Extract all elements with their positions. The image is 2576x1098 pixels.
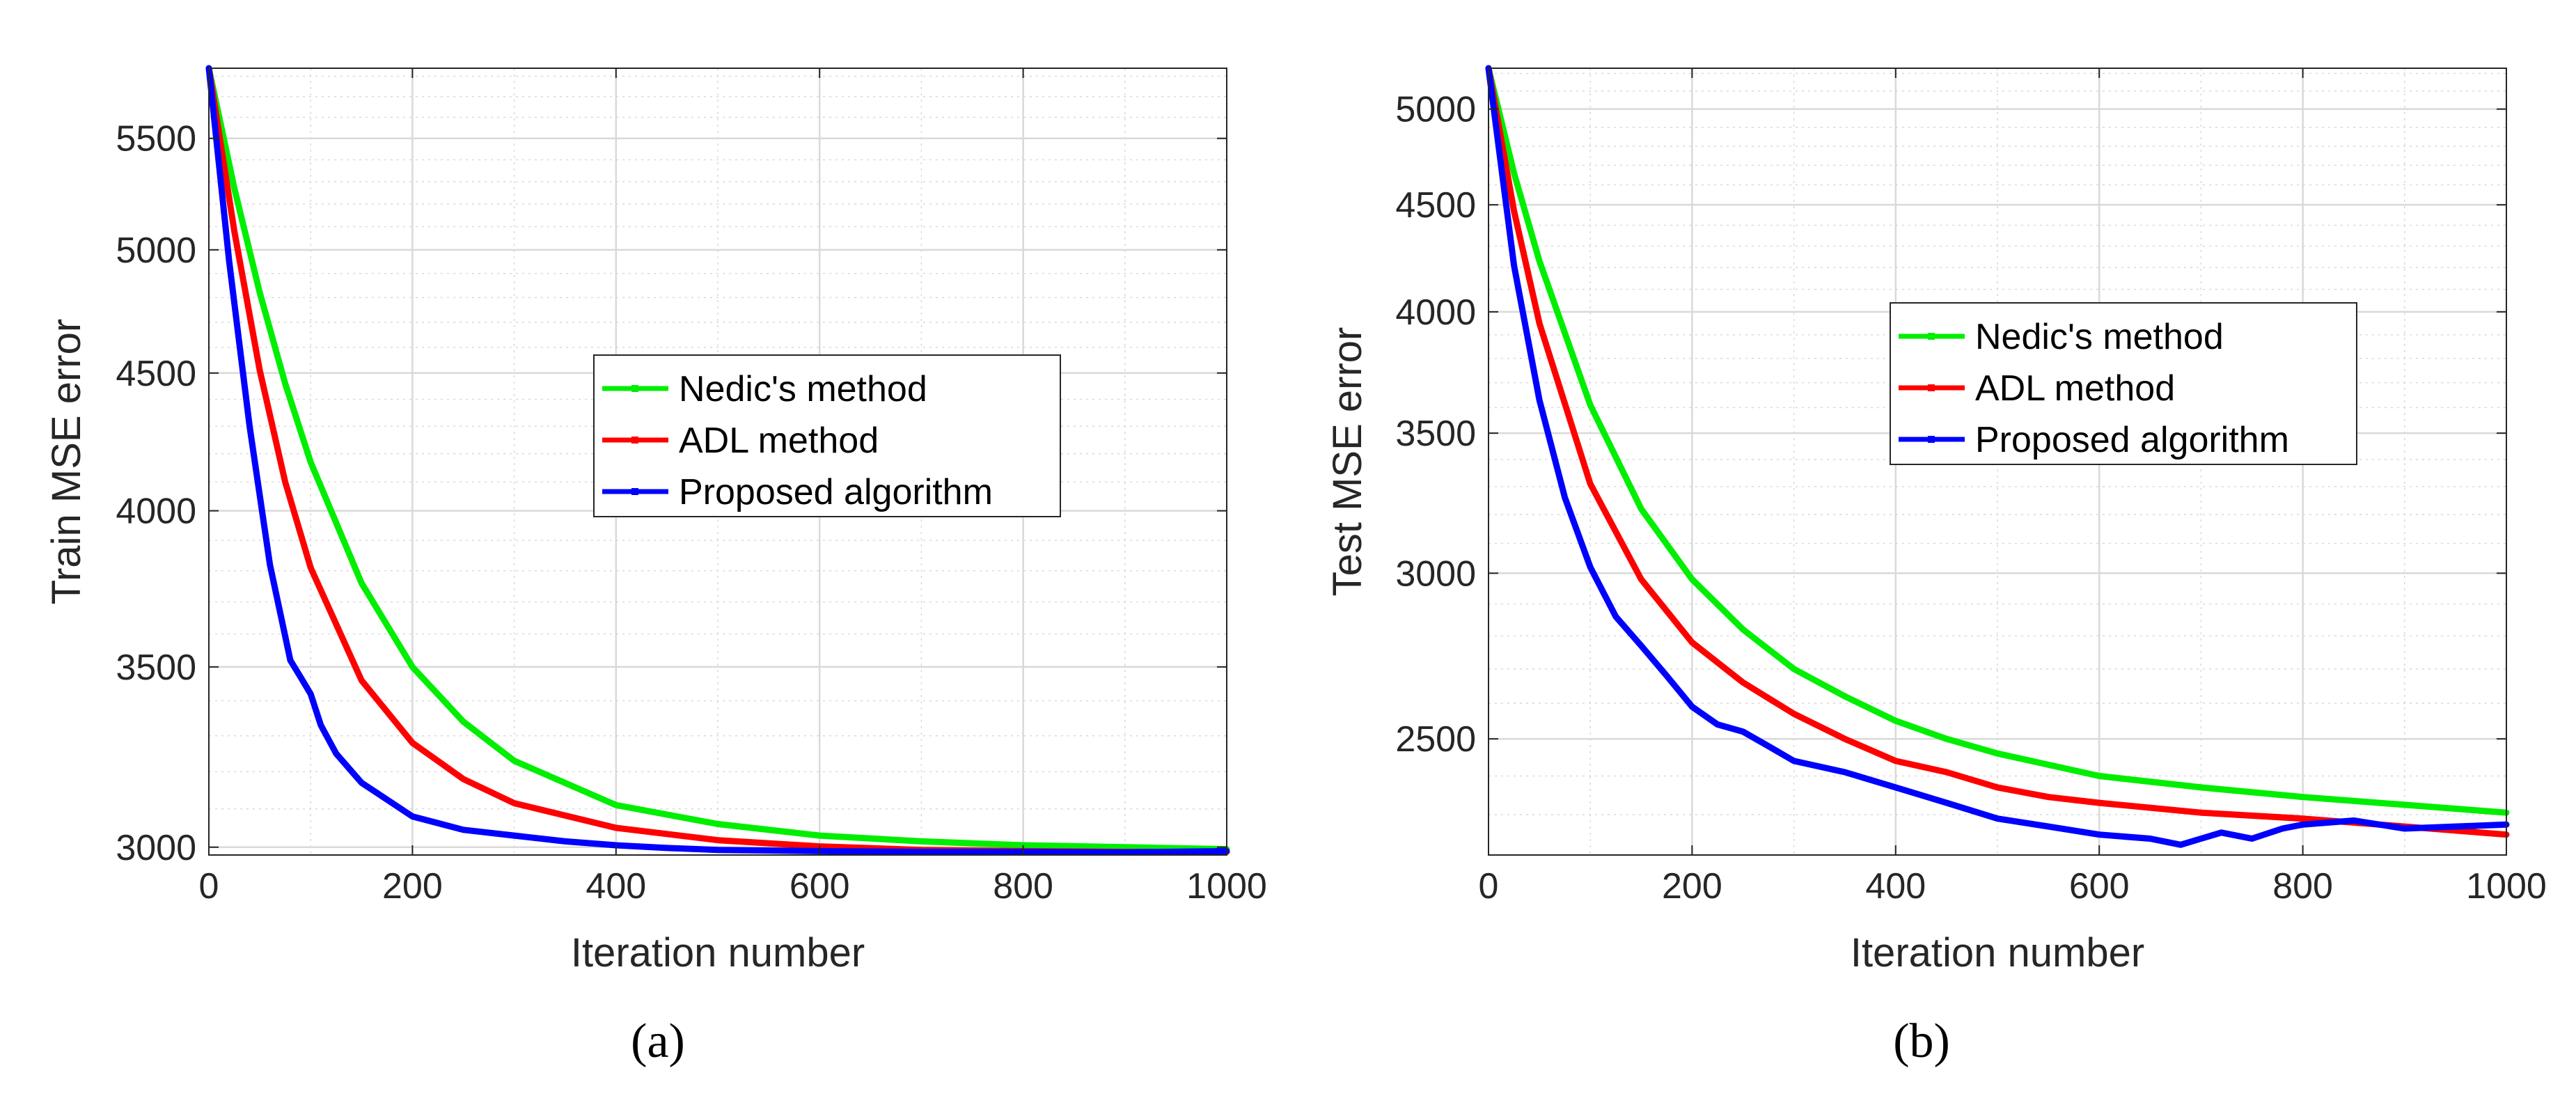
series-a [205,65,1230,856]
axes-frame-a [208,68,1227,856]
y-axis-label-b: Test MSE error [1325,327,1370,597]
series-line-proposed [1485,65,2510,848]
x-tick-label: 1000 [1186,866,1267,907]
series-line-proposed [205,65,1230,856]
x-tick-label: 1000 [2466,866,2547,907]
legend-marker-proposed-a [631,488,638,495]
legend-box-a [593,354,1061,517]
x-axis-label-a: Iteration number [571,930,865,975]
y-tick-label: 3500 [1395,414,1476,454]
x-tick-label: 400 [1865,866,1926,907]
x-tick-label: 200 [382,866,443,907]
legend-label-nedic-b: Nedic's method [1975,317,2224,357]
ticks-b: 0 200 400 600 800 1000 2500 3000 3500 4000 4500 500… [1395,68,2547,907]
y-tick-label: 5500 [116,119,196,159]
x-tick-label: 600 [790,866,850,907]
legend-b: Nedic's method ADL method Proposed algor… [1890,302,2357,465]
y-tick-label: 2500 [1395,719,1476,760]
x-tick-label: 400 [586,866,646,907]
legend-box-b [1890,302,2357,465]
y-tick-label: 3000 [116,828,196,868]
legend-marker-adl-a [631,437,638,444]
panel-caption-b: (b) [1893,1014,1950,1068]
chart-panel-b: 0 200 400 600 800 1000 2500 3000 3500 4000 4500 500… [1325,65,2547,1068]
y-tick-label: 4000 [116,492,196,532]
chart-panel-a: 0 200 400 600 800 1000 3000 3500 4000 4500 5000 550… [44,65,1267,1068]
y-tick-label: 5000 [116,230,196,271]
legend-marker-nedic-a [631,385,638,392]
legend-label-proposed-a: Proposed algorithm [679,472,993,512]
legend-a: Nedic's method ADL method Proposed algor… [593,354,1061,517]
x-tick-label: 0 [1479,866,1499,907]
y-tick-label: 5000 [1395,90,1476,130]
y-tick-label: 4500 [1395,185,1476,226]
y-tick-label: 3500 [116,648,196,688]
series-line-adl [1485,65,2510,838]
series-line-nedic [205,65,1230,853]
y-tick-label: 4500 [116,354,196,394]
y-tick-label: 4000 [1395,292,1476,333]
x-tick-label: 0 [199,866,219,907]
legend-marker-adl-b [1928,384,1935,391]
x-tick-label: 800 [2272,866,2333,907]
axes-frame-b [1488,68,2507,856]
panel-caption-a: (a) [631,1014,685,1068]
y-axis-label-a: Train MSE error [44,319,89,604]
y-tick-label: 3000 [1395,554,1476,594]
x-tick-label: 200 [1662,866,1722,907]
x-tick-label: 800 [993,866,1053,907]
legend-marker-nedic-b [1928,333,1935,340]
legend-label-adl-b: ADL method [1975,368,2175,409]
legend-label-proposed-b: Proposed algorithm [1975,420,2289,460]
series-line-nedic [1485,65,2510,816]
x-tick-label: 600 [2069,866,2130,907]
legend-label-nedic-a: Nedic's method [679,369,927,409]
legend-marker-proposed-b [1928,436,1935,443]
ticks-a: 0 200 400 600 800 1000 3000 3500 4000 4500 5000 550… [116,68,1267,907]
series-b [1485,65,2510,848]
x-axis-label-b: Iteration number [1851,930,2144,975]
legend-label-adl-a: ADL method [679,421,879,461]
